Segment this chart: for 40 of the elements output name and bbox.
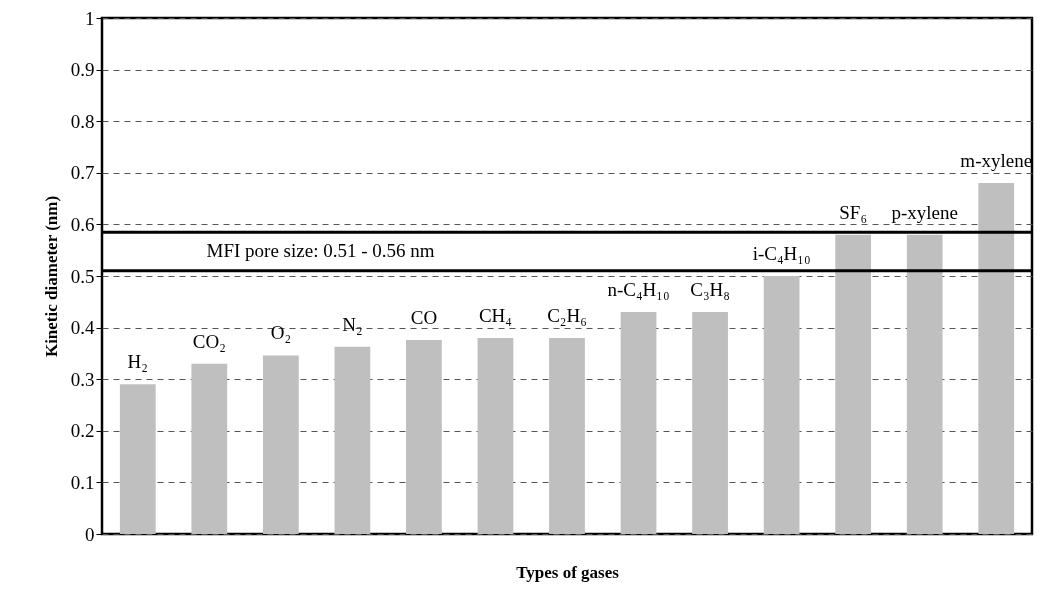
y-tick-label: 0.1 xyxy=(70,471,95,493)
bar xyxy=(262,355,299,534)
bar xyxy=(692,312,728,534)
y-tick-label: 0 xyxy=(85,523,95,545)
bar xyxy=(119,384,156,534)
y-tick-label: 0.9 xyxy=(70,59,95,81)
y-tick-label: 0.6 xyxy=(70,213,95,235)
x-tick-label: n-C₄H₁₀ xyxy=(607,279,670,301)
bar xyxy=(406,339,442,534)
x-tick-label: SF₆ xyxy=(839,201,868,223)
y-tick-label: 1 xyxy=(85,7,95,29)
bar xyxy=(620,312,657,534)
annotation: MFI pore size: 0.51 - 0.56 nm xyxy=(206,240,435,262)
x-tick-label: CO₂ xyxy=(192,330,226,352)
x-tick-label: H₂ xyxy=(127,351,148,373)
bar xyxy=(191,363,228,534)
y-tick-label: 0.7 xyxy=(70,162,95,184)
bar xyxy=(835,234,872,534)
x-axis-title: Types of gases xyxy=(516,562,620,582)
bar xyxy=(549,337,585,534)
x-tick-label: p-xylene xyxy=(891,201,958,223)
y-axis-title: Kinetic diameter (nm) xyxy=(41,195,61,358)
y-tick-label: 0.5 xyxy=(70,265,95,287)
y-tick-label: 0.2 xyxy=(70,420,95,442)
y-tick-label: 0.8 xyxy=(70,110,95,132)
x-tick-label: m-xylene xyxy=(960,150,1033,172)
bar xyxy=(906,234,943,534)
x-tick-label: C₃H₈ xyxy=(690,279,730,301)
bar xyxy=(978,183,1015,534)
x-tick-label: CH₄ xyxy=(478,304,512,326)
bar xyxy=(763,276,800,534)
bar xyxy=(334,346,371,534)
y-tick-label: 0.3 xyxy=(70,368,95,390)
x-tick-label: O₂ xyxy=(270,322,292,344)
x-tick-label: C₂H₆ xyxy=(547,304,587,326)
x-tick-label: i-C₄H₁₀ xyxy=(752,243,811,264)
bar xyxy=(477,337,514,534)
x-tick-label: CO xyxy=(410,306,438,328)
x-tick-label: N₂ xyxy=(342,313,363,335)
y-tick-label: 0.4 xyxy=(70,317,95,339)
